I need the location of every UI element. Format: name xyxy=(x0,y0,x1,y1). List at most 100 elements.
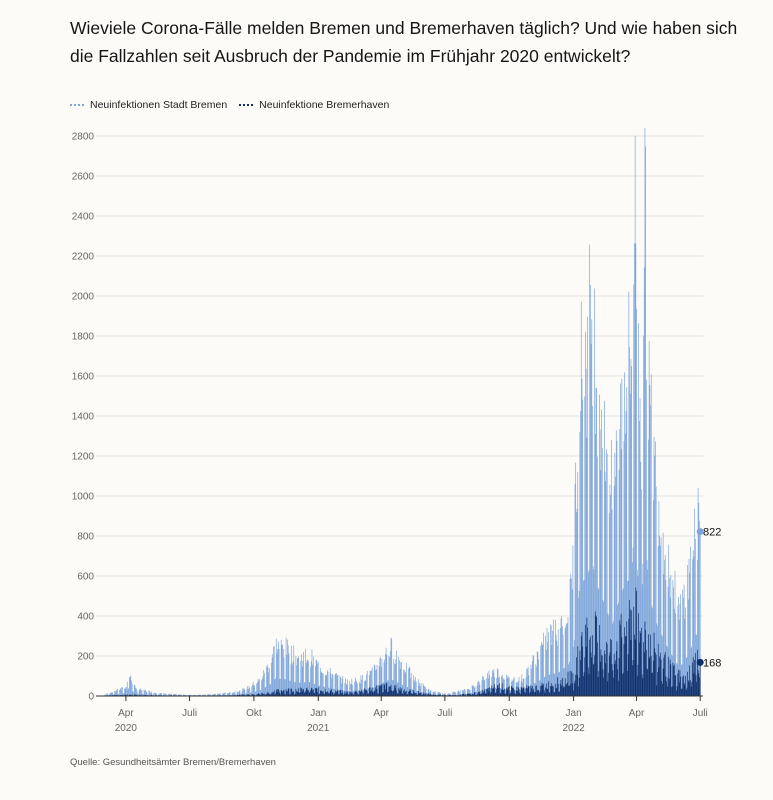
bar-bremerhaven xyxy=(599,624,600,696)
bar-bremen xyxy=(303,651,304,696)
bar-bremen xyxy=(399,660,400,696)
bar-bremerhaven xyxy=(622,674,623,696)
bar-bremerhaven xyxy=(272,693,274,696)
bar-bremen xyxy=(471,685,473,696)
bar-bremen xyxy=(489,688,491,696)
bar-bremen xyxy=(574,484,576,696)
bar-bremen xyxy=(228,693,230,696)
bar-bremen xyxy=(195,694,197,696)
bar-bremen xyxy=(576,508,578,696)
bar-bremen xyxy=(539,680,541,696)
bar-bremen xyxy=(108,694,110,696)
bar-bremen xyxy=(435,693,437,696)
bar-bremerhaven xyxy=(499,692,501,696)
legend-item-bremerhaven[interactable]: Neuinfektione Bremerhaven xyxy=(239,99,389,111)
bar-bremerhaven xyxy=(415,692,416,696)
bar-bremerhaven xyxy=(552,685,553,696)
bar-bremen xyxy=(124,687,126,696)
bar-bremerhaven xyxy=(585,646,587,696)
bar-bremerhaven xyxy=(312,690,314,696)
bar-bremen xyxy=(381,658,383,696)
bar-bremerhaven xyxy=(327,692,329,696)
bar-bremen xyxy=(375,670,376,696)
bar-bremen xyxy=(552,619,554,696)
bar-bremen xyxy=(565,625,567,696)
bar-bremerhaven xyxy=(476,694,477,696)
bar-bremen xyxy=(543,632,544,696)
bar-bremerhaven xyxy=(597,677,599,696)
bar-bremen xyxy=(306,662,307,696)
legend-item-bremen[interactable]: Neuinfektionen Stadt Bremen xyxy=(70,99,227,111)
bar-bremen xyxy=(252,684,253,696)
bar-bremen xyxy=(466,693,467,696)
bar-bremen xyxy=(521,674,523,696)
bar-bremen xyxy=(606,449,607,696)
bar-bremerhaven xyxy=(508,685,510,696)
bar-bremen xyxy=(614,452,616,696)
bar-bremen xyxy=(376,664,378,696)
bar-bremerhaven xyxy=(663,657,665,696)
bar-bremerhaven xyxy=(402,693,404,696)
bar-bremen xyxy=(247,686,248,696)
bar-bremerhaven xyxy=(487,687,489,696)
bar-bremen xyxy=(356,681,358,696)
bar-bremerhaven xyxy=(659,656,660,696)
bar-bremerhaven xyxy=(536,690,538,696)
x-tick-label: Apr xyxy=(373,708,389,719)
bar-bremen xyxy=(241,691,243,696)
bar-bremen xyxy=(625,433,626,696)
bar-bremen xyxy=(140,690,142,696)
bar-bremen xyxy=(438,692,440,696)
bar-bremen xyxy=(692,550,694,696)
bar-bremerhaven xyxy=(399,690,400,696)
bar-bremen xyxy=(314,684,316,696)
bar-bremen xyxy=(580,301,582,696)
bar-bremen xyxy=(655,486,657,696)
bar-bremen xyxy=(116,690,118,696)
bar-bremen xyxy=(613,485,615,696)
bar-bremen xyxy=(486,678,488,696)
bar-bremen xyxy=(375,669,377,696)
bar-bremen xyxy=(644,127,646,696)
bar-bremerhaven xyxy=(587,667,589,696)
bar-bremerhaven xyxy=(564,686,565,696)
bar-bremen xyxy=(666,647,668,696)
bar-bremerhaven xyxy=(648,658,650,696)
bar-bremerhaven xyxy=(495,692,497,696)
bar-bremerhaven xyxy=(418,692,420,696)
bar-bremen xyxy=(410,673,412,696)
bar-bremerhaven xyxy=(616,641,618,696)
bar-bremerhaven xyxy=(600,649,602,696)
bar-bremerhaven xyxy=(651,672,653,696)
bar-bremerhaven xyxy=(464,694,465,696)
bar-bremen xyxy=(134,685,136,696)
bar-bremen xyxy=(235,694,237,696)
bar-bremen xyxy=(179,694,181,696)
bar-bremerhaven xyxy=(278,689,279,696)
bar-bremerhaven xyxy=(412,693,414,696)
bar-bremen xyxy=(390,637,392,696)
bar-bremen xyxy=(422,692,423,696)
bar-bremerhaven xyxy=(455,694,456,696)
bar-bremerhaven xyxy=(630,639,632,696)
bar-bremen xyxy=(305,648,307,696)
bar-bremen xyxy=(324,686,325,696)
bar-bremen xyxy=(576,512,577,696)
bar-bremen xyxy=(589,244,591,696)
bar-bremerhaven xyxy=(428,694,430,696)
bar-bremerhaven xyxy=(568,685,570,696)
bar-bremerhaven xyxy=(112,694,113,696)
bar-bremerhaven xyxy=(387,692,388,696)
bar-bremerhaven xyxy=(513,687,514,696)
bar-bremen xyxy=(499,688,501,696)
bar-bremerhaven xyxy=(381,684,383,696)
bar-bremerhaven xyxy=(614,663,616,696)
bar-bremen xyxy=(138,693,139,696)
bar-bremerhaven xyxy=(529,693,530,696)
bar-bremerhaven xyxy=(551,686,553,696)
bar-bremerhaven xyxy=(389,686,390,696)
bar-bremerhaven xyxy=(351,691,353,696)
bar-bremerhaven xyxy=(295,688,297,696)
bar-bremerhaven xyxy=(496,685,498,696)
bar-bremerhaven xyxy=(682,676,684,696)
